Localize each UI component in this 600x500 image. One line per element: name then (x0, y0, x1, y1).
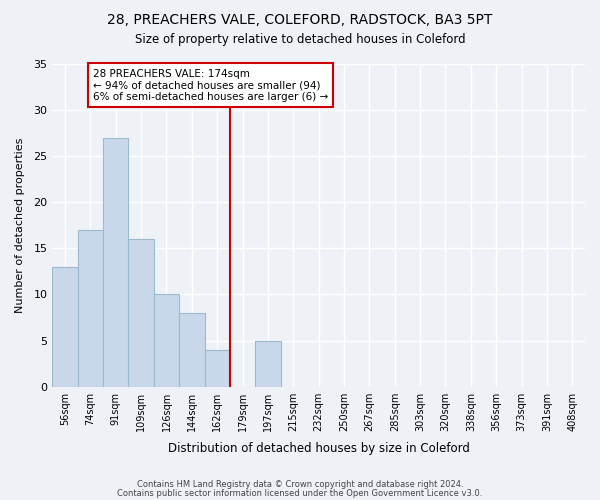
Bar (154, 294, 179, 386)
Text: Size of property relative to detached houses in Coleford: Size of property relative to detached ho… (134, 32, 466, 46)
Bar (128, 239, 154, 386)
Bar (255, 340, 281, 386)
Bar (205, 350, 230, 387)
Text: Contains HM Land Registry data © Crown copyright and database right 2024.: Contains HM Land Registry data © Crown c… (137, 480, 463, 489)
X-axis label: Distribution of detached houses by size in Coleford: Distribution of detached houses by size … (168, 442, 470, 455)
Bar (103, 138, 128, 386)
Bar (77, 230, 103, 386)
Text: 28 PREACHERS VALE: 174sqm
← 94% of detached houses are smaller (94)
6% of semi-d: 28 PREACHERS VALE: 174sqm ← 94% of detac… (93, 68, 328, 102)
Text: 28, PREACHERS VALE, COLEFORD, RADSTOCK, BA3 5PT: 28, PREACHERS VALE, COLEFORD, RADSTOCK, … (107, 12, 493, 26)
Text: Contains public sector information licensed under the Open Government Licence v3: Contains public sector information licen… (118, 489, 482, 498)
Bar (179, 313, 205, 386)
Bar (52, 267, 77, 386)
Y-axis label: Number of detached properties: Number of detached properties (15, 138, 25, 313)
